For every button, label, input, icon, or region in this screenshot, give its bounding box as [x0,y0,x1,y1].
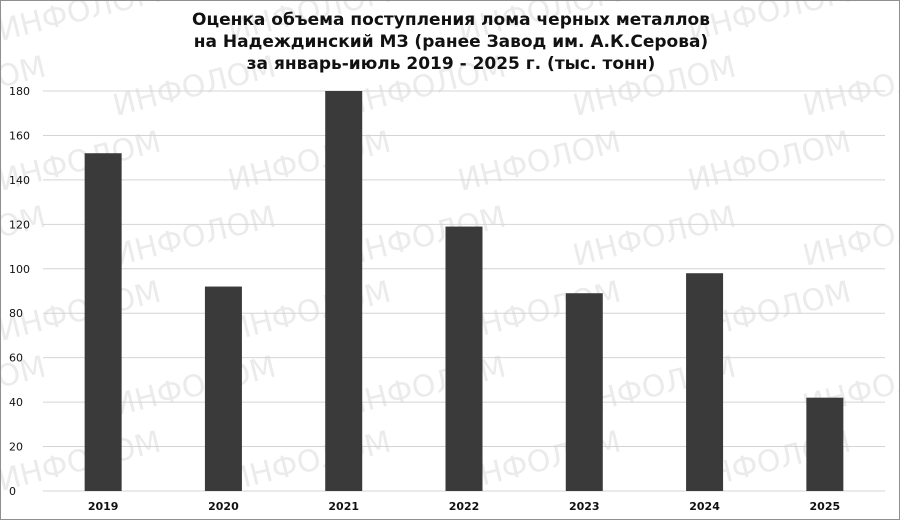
y-tick-label: 60 [9,352,23,365]
bar-2022 [445,226,483,492]
watermark-text: ИНФОЛОМ [224,275,394,349]
bar-2019 [84,153,122,491]
x-tick-label: 2022 [449,500,480,513]
bars [84,91,844,492]
x-tick-label: 2023 [569,500,600,513]
watermark-text: ИНФОЛОМ [569,200,739,274]
bar-2023 [565,293,603,491]
x-axis-ticks: 2019 2020 2021 2022 2023 2024 2025 [88,500,840,513]
watermark-text: ИНФОЛОМ [109,200,279,274]
bar-2020 [204,286,242,491]
watermark-text: ИНФОЛОМ [224,425,394,499]
watermark-text: ИНФОЛОМ [339,350,509,424]
y-tick-label: 140 [9,174,30,187]
watermark-text: ИНФОЛОМ [109,350,279,424]
watermark-text: ИНФОЛОМ [1,275,164,349]
bar-2024 [686,273,724,491]
y-tick-label: 100 [9,263,30,276]
y-tick-label: 160 [9,129,30,142]
bar-2025 [806,397,844,491]
x-tick-label: 2024 [689,500,720,513]
y-tick-label: 0 [9,485,16,498]
y-tick-label: 80 [9,307,23,320]
y-tick-label: 180 [9,85,30,98]
watermark-text: ИНФОЛОМ [799,200,900,274]
chart-title-line-3: за январь-июль 2019 - 2025 г. (тыс. тонн… [246,54,656,74]
chart-title-line-2: на Надеждинский МЗ (ранее Завод им. А.К.… [193,32,709,52]
x-tick-label: 2025 [810,500,841,513]
y-tick-label: 20 [9,441,23,454]
bar-2021 [325,91,363,491]
y-axis-ticks: 0 20 40 60 80 100 120 140 160 180 [9,85,30,498]
chart-title-line-1: Оценка объема поступления лома черных ме… [192,10,710,30]
y-tick-label: 120 [9,218,30,231]
x-tick-label: 2021 [328,500,359,513]
watermark-text: ИНФОЛОМ [339,200,509,274]
watermark-text: ИНФОЛОМ [1,425,164,499]
x-tick-label: 2019 [88,500,119,513]
chart-title: Оценка объема поступления лома черных ме… [1,9,899,75]
x-tick-label: 2020 [208,500,239,513]
y-tick-label: 40 [9,396,23,409]
